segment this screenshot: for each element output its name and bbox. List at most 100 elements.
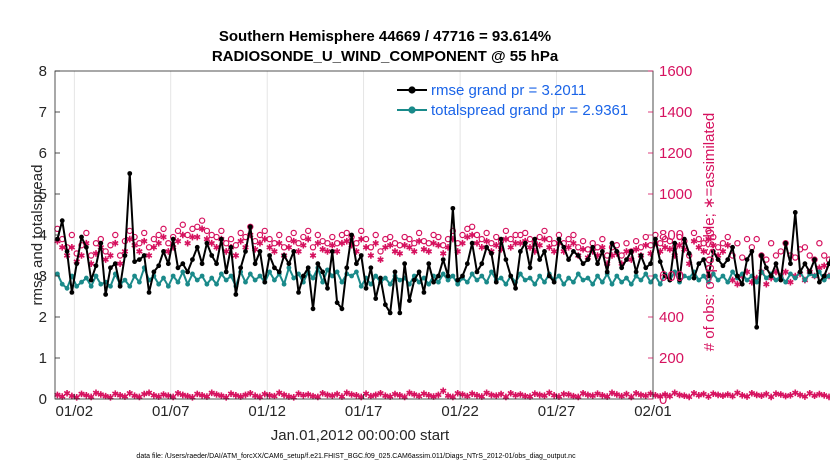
obs-possible-marker — [734, 239, 741, 247]
rmse-point — [170, 236, 176, 242]
rmse-point — [59, 218, 65, 224]
rmse-point — [358, 253, 364, 258]
obs-near-zero-marker — [300, 392, 307, 399]
totalspread-point — [566, 275, 572, 281]
rmse-point — [513, 285, 518, 291]
x-axis: 01/02 01/07 01/12 01/17 01/22 01/27 02/01 — [56, 394, 672, 420]
obs-near-zero-marker — [140, 390, 148, 398]
y-left-tick-label: 7 — [39, 104, 47, 121]
totalspread-point — [638, 277, 644, 283]
obs-assimilated-marker — [483, 237, 490, 245]
obs-possible-marker — [666, 237, 674, 245]
obs-possible-marker — [493, 233, 500, 241]
totalspread-point — [826, 273, 830, 279]
obs-assimilated-marker — [184, 239, 191, 247]
obs-possible-marker — [724, 233, 731, 241]
totalspread-point — [710, 271, 716, 277]
rmse-point — [296, 290, 301, 295]
obs-possible-marker — [801, 244, 809, 251]
obs-near-zero-marker — [565, 391, 572, 398]
obs-near-zero-marker — [382, 392, 389, 400]
totalspread-point — [763, 275, 769, 281]
totalspread-point — [334, 269, 340, 275]
obs-near-zero-marker — [661, 391, 669, 398]
obs-assimilated-marker — [275, 239, 283, 247]
obs-assimilated-marker — [290, 237, 297, 245]
totalspread-point — [83, 275, 89, 281]
rmse-point — [402, 261, 408, 267]
totalspread-point — [580, 277, 586, 283]
rmse-point — [508, 273, 514, 279]
totalspread-point — [532, 281, 538, 287]
obs-assimilated-marker — [459, 239, 466, 247]
obs-assimilated-marker — [102, 256, 109, 263]
obs-near-zero-marker — [825, 393, 830, 401]
obs-assimilated-marker — [372, 239, 379, 247]
obs-possible-marker — [343, 229, 350, 237]
x-axis-label: Jan.01,2012 00:00:00 start — [271, 427, 450, 444]
rmse-point — [734, 273, 740, 279]
totalspread-point — [648, 279, 653, 285]
totalspread-point — [624, 275, 629, 281]
obs-assimilated-marker — [295, 248, 302, 255]
obs-near-zero-marker — [531, 390, 539, 397]
totalspread-point — [368, 281, 374, 287]
obs-near-zero-marker — [493, 392, 500, 400]
obs-assimilated-marker — [502, 235, 510, 243]
y-left-tick-label: 6 — [39, 145, 47, 162]
rmse-point — [493, 279, 499, 285]
totalspread-point — [730, 269, 735, 275]
totalspread-point — [180, 269, 186, 275]
obs-near-zero-marker — [54, 391, 61, 399]
totalspread-point — [136, 279, 142, 285]
totalspread-point — [590, 281, 596, 287]
rmse-point — [315, 261, 321, 267]
footer-data-file: data file: /Users/raeder/DAI/ATM_forcXX/… — [136, 453, 576, 460]
rmse-point — [79, 234, 84, 240]
obs-near-zero-marker — [319, 389, 326, 397]
rmse-point — [165, 261, 171, 267]
rmse-point — [778, 277, 784, 283]
obs-assimilated-marker — [705, 235, 712, 243]
obs-possible-marker — [657, 239, 664, 247]
obs-assimilated-marker — [357, 235, 365, 243]
rmse-point — [368, 265, 374, 271]
obs-near-zero-marker — [599, 392, 606, 399]
obs-possible-marker — [599, 235, 606, 243]
obs-near-zero-marker — [391, 390, 399, 398]
totalspread-point — [291, 275, 297, 281]
obs-possible-marker — [145, 244, 153, 251]
obs-possible-marker — [83, 229, 90, 237]
obs-assimilated-marker — [314, 239, 322, 247]
obs-possible-marker — [358, 227, 365, 235]
y-left-tick-label: 2 — [39, 309, 47, 326]
rmse-point — [768, 273, 774, 279]
totalspread-point — [455, 281, 461, 287]
rmse-point — [450, 205, 456, 211]
rmse-point — [276, 269, 282, 275]
totalspread-point — [320, 279, 326, 285]
obs-near-zero-marker — [116, 392, 124, 399]
obs-near-zero-marker — [232, 392, 240, 399]
totalspread-point — [575, 271, 581, 277]
totalspread-point — [561, 281, 567, 287]
obs-assimilated-marker — [362, 244, 370, 251]
rmse-point — [392, 269, 398, 275]
legend-spread-marker — [408, 106, 416, 114]
y-axis-right-label: # of obs: o=possible; ∗=assimilated — [701, 113, 718, 352]
totalspread-point — [474, 277, 480, 283]
chart-title-line2: RADIOSONDE_U_WIND_COMPONENT @ 55 hPa — [212, 48, 559, 65]
obs-possible-marker — [386, 233, 394, 241]
obs-near-zero-marker — [777, 391, 785, 398]
obs-assimilated-marker — [266, 244, 273, 251]
obs-possible-marker — [112, 231, 119, 239]
rmse-point — [479, 261, 485, 267]
x-tick-label: 01/12 — [248, 403, 286, 420]
obs-assimilated-marker — [145, 252, 153, 259]
obs-assimilated-marker — [112, 239, 119, 247]
obs-assimilated-marker — [261, 235, 269, 243]
obs-possible-marker — [160, 225, 167, 233]
totalspread-point — [498, 275, 504, 281]
obs-near-zero-marker — [738, 392, 746, 399]
